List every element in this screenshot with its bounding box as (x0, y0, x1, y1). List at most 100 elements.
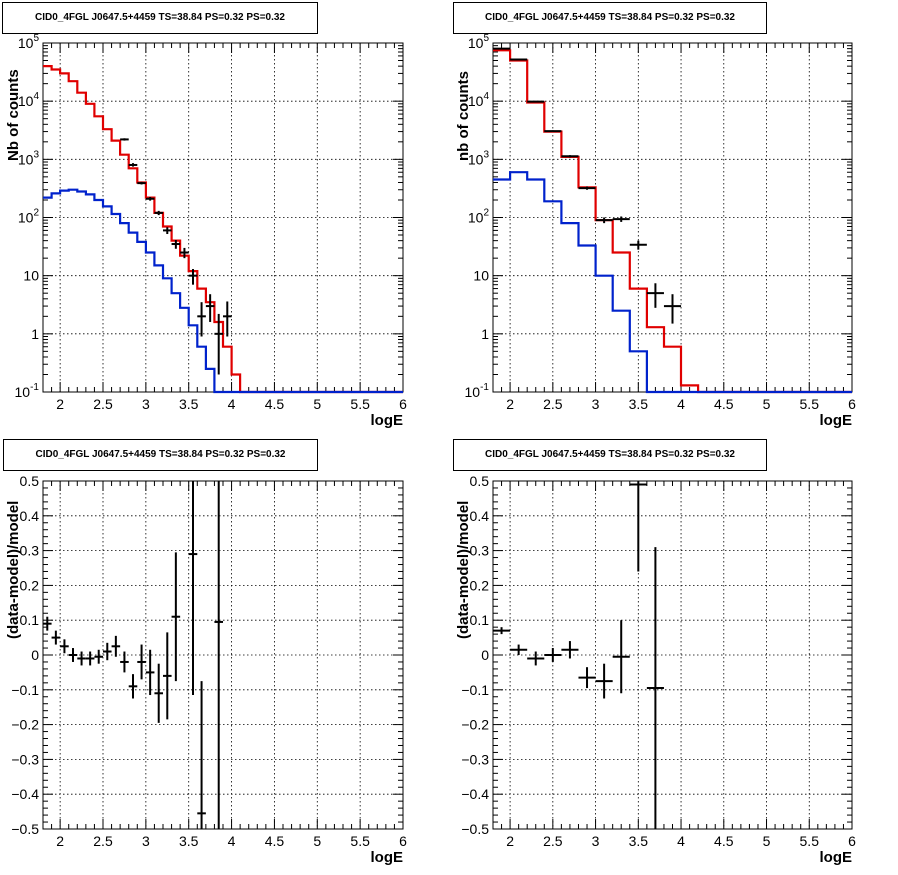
y-tick-label: 104 (18, 91, 40, 109)
x-tick-label: 4 (228, 396, 236, 412)
data-point (77, 651, 86, 666)
y-tick-label: 103 (468, 149, 490, 167)
y-tick-label: 0 (31, 647, 39, 663)
data-point (43, 616, 52, 631)
data-point (163, 632, 172, 720)
x-tick-label: 4 (228, 833, 236, 849)
y-tick-label: −0.4 (11, 786, 39, 802)
data-point (205, 294, 215, 322)
x-tick-label: 6 (399, 833, 407, 849)
data-point (510, 58, 528, 61)
y-tick-label: −0.2 (11, 717, 39, 733)
x-tick-label: 5 (763, 396, 771, 412)
x-axis-label: logE (820, 849, 853, 866)
x-tick-label: 6 (848, 396, 856, 412)
y-tick-label: 1 (481, 326, 489, 342)
panel-title-top-right: CID0_4FGL J0647.5+4459 TS=38.84 PS=0.32 … (453, 2, 767, 34)
y-axis-label: Nb of counts (5, 69, 22, 161)
y-tick-label: 10 (473, 268, 489, 284)
data-point (578, 186, 596, 190)
x-tick-label: 2.5 (543, 833, 563, 849)
x-axis-label: logE (371, 412, 404, 429)
data-point (60, 639, 69, 654)
data-point (120, 138, 129, 141)
x-tick-label: 6 (399, 396, 407, 412)
data-point (578, 667, 596, 689)
panel-title-bottom-left: CID0_4FGL J0647.5+4459 TS=38.84 PS=0.32 … (3, 439, 318, 471)
data-point (629, 240, 647, 250)
y-tick-label: 102 (468, 208, 490, 226)
y-tick-label: 10-1 (465, 382, 490, 400)
data-point (171, 552, 181, 682)
y-tick-label: 10 (23, 268, 39, 284)
data-point (612, 216, 630, 222)
y-tick-label: −0.4 (461, 786, 489, 802)
y-tick-label: −0.1 (11, 682, 39, 698)
data-point (510, 644, 528, 655)
x-tick-label: 5 (313, 396, 321, 412)
x-tick-label: 2.5 (93, 833, 113, 849)
y-tick-label: −0.5 (11, 821, 39, 837)
y-tick-label: −0.2 (461, 717, 489, 733)
series-source-model-histogram (493, 171, 852, 394)
data-point (128, 163, 138, 167)
y-tick-label: 0.4 (470, 508, 490, 524)
y-tick-label: 10-1 (15, 382, 40, 400)
data-point (154, 663, 163, 723)
x-tick-label: 5.5 (350, 833, 370, 849)
y-tick-label: 1 (31, 326, 39, 342)
y-tick-label: 105 (18, 33, 40, 51)
y-tick-label: 102 (18, 208, 40, 226)
y-tick-label: −0.5 (461, 821, 489, 837)
x-tick-label: 2.5 (93, 396, 113, 412)
x-axis-label: logE (371, 849, 404, 866)
data-point (145, 197, 155, 201)
data-point (137, 181, 146, 185)
y-tick-label: 0.3 (20, 543, 40, 559)
x-tick-label: 4.5 (265, 396, 285, 412)
data-point (663, 294, 682, 324)
data-point (223, 301, 232, 337)
data-point (188, 481, 198, 696)
y-tick-label: 0.4 (20, 508, 40, 524)
x-tick-label: 2 (56, 396, 64, 412)
y-tick-label: 0.1 (470, 612, 490, 628)
data-point (180, 247, 189, 259)
data-point (493, 627, 511, 635)
x-tick-label: 2 (56, 833, 64, 849)
data-point (527, 100, 545, 103)
series-total-model-histogram (43, 65, 403, 394)
x-tick-label: 4.5 (714, 833, 734, 849)
y-axis-label: nb of counts (455, 71, 472, 161)
data-point (85, 651, 95, 666)
y-tick-label: 104 (468, 91, 490, 109)
x-tick-label: 5.5 (800, 833, 820, 849)
x-tick-label: 3.5 (629, 833, 649, 849)
x-tick-label: 2 (506, 833, 514, 849)
data-point (646, 283, 664, 308)
y-tick-label: −0.3 (461, 751, 489, 767)
y-tick-label: 0 (481, 647, 489, 663)
data-point (51, 630, 61, 645)
x-tick-label: 4 (677, 396, 685, 412)
data-point (120, 651, 129, 673)
data-point (544, 648, 562, 662)
x-tick-label: 3 (592, 833, 600, 849)
data-point (595, 663, 613, 699)
x-tick-label: 2 (506, 396, 514, 412)
data-point (111, 635, 121, 657)
x-tick-label: 3.5 (629, 396, 649, 412)
data-point (493, 47, 511, 50)
data-point (197, 302, 206, 337)
data-point (197, 681, 206, 829)
data-point (646, 547, 664, 829)
y-tick-label: 0.1 (20, 612, 40, 628)
x-tick-label: 5 (763, 833, 771, 849)
x-tick-label: 3.5 (179, 833, 199, 849)
x-axis-label: logE (820, 412, 853, 429)
y-tick-label: 0.5 (20, 473, 40, 489)
